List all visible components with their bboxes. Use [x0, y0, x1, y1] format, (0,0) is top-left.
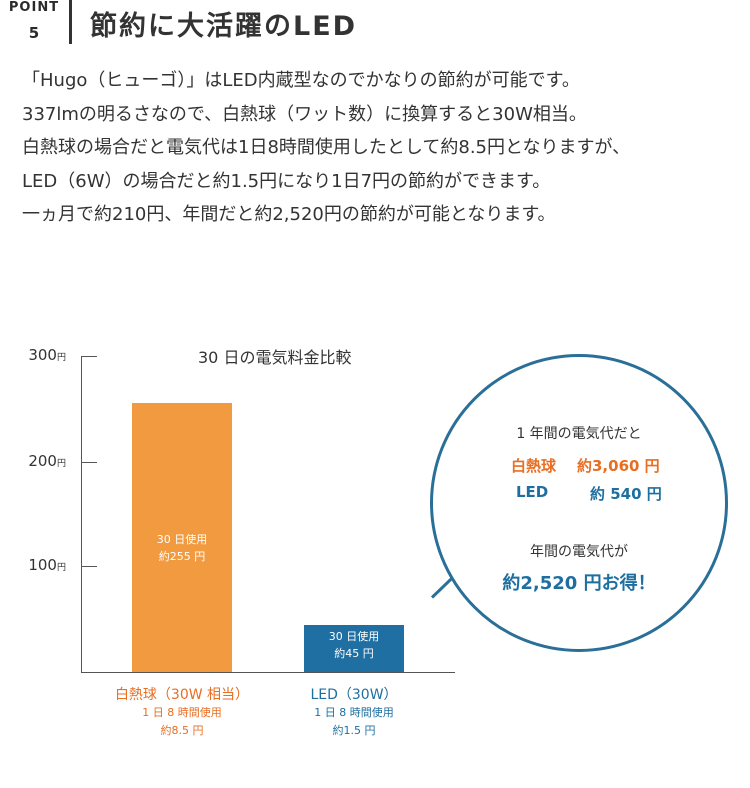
bar-led — [304, 624, 404, 672]
paragraph-line: 「Hugo（ヒューゴ）」はLED内蔵型なのでかなりの節約が可能です。 — [22, 70, 580, 91]
annual-cost-bubble: 1 年間の電気代だと 白熱球 約3,060 円 LED 約 540 円 年間の電… — [430, 354, 728, 652]
led-annual-label: LED — [516, 483, 549, 501]
annual-savings: 約2,520 円お得！ — [502, 573, 656, 594]
paragraph-line: 一ヵ月で約210円、年間だと約2,520円の節約が可能となります。 — [22, 204, 556, 225]
y-tick-label: 200円 — [28, 452, 66, 470]
y-tick-mark — [81, 356, 97, 357]
page-title: 節約に大活躍のLED — [90, 11, 358, 42]
description-paragraph: 「Hugo（ヒューゴ）」はLED内蔵型なのでかなりの節約が可能です。 337lm… — [22, 64, 742, 232]
bubble-subheading: 年間の電気代が — [530, 544, 628, 560]
bar-incandescent — [132, 403, 232, 672]
y-axis — [81, 356, 82, 673]
title-divider — [69, 0, 72, 44]
bar-led-label: 30 日使用 約45 円 — [328, 630, 380, 660]
chart-title: 30 日の電気料金比較 — [198, 348, 352, 367]
y-tick-mark — [81, 462, 97, 463]
category-led: LED（30W） 1 日 8 時間使用 約1.5 円 — [310, 687, 398, 737]
y-tick-mark — [81, 566, 97, 567]
y-tick-label: 100円 — [28, 556, 66, 574]
paragraph-line: 337lmの明るさなので、白熱球（ワット数）に換算すると30W相当。 — [22, 103, 587, 125]
incandescent-annual-label: 白熱球 — [511, 457, 557, 475]
bubble-heading: 1 年間の電気代だと — [516, 426, 642, 442]
x-axis — [81, 672, 455, 673]
point-label: POINT — [8, 0, 60, 15]
paragraph-line: 白熱球の場合だと電気代は1日8時間使用したとして約8.5円となりますが、 — [22, 137, 631, 158]
paragraph-line: LED（6W）の場合だと約1.5円になり1日7円の節約ができます。 — [22, 170, 551, 192]
bar-incandescent-label: 30 日使用 約255 円 — [156, 533, 208, 563]
point-number: 5 — [28, 24, 40, 42]
y-tick-label: 300円 — [28, 346, 66, 364]
category-incandescent: 白熱球（30W 相当） 1 日 8 時間使用 約8.5 円 — [114, 687, 250, 737]
led-annual-value: 約 540 円 — [590, 485, 662, 503]
incandescent-annual-value: 約3,060 円 — [577, 457, 660, 475]
